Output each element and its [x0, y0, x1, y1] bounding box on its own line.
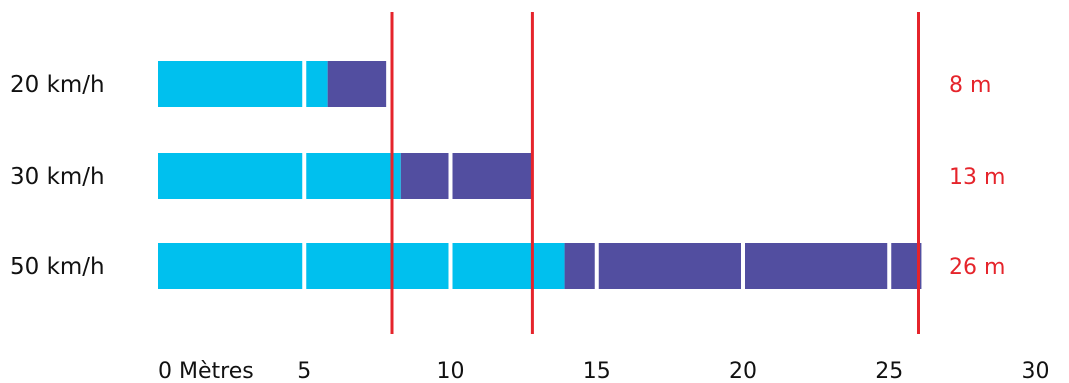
- bar-divider: [302, 243, 307, 289]
- reference-line-2: [530, 12, 534, 334]
- bar-segment-braking-1: [327, 61, 387, 107]
- x-tick-label-20: 20: [729, 359, 757, 383]
- bar-divider: [594, 243, 599, 289]
- bar-divider: [448, 153, 453, 199]
- distance-label-2: 13 m: [949, 165, 1005, 190]
- labels-layer: 20 km/h 8 m 30 km/h 13 m 50 km/h 26 m 0 Mètres…: [10, 72, 1050, 383]
- bar-segment-braking-2: [400, 153, 533, 199]
- distance-label-1: 8 m: [949, 73, 991, 98]
- bar-divider: [741, 243, 745, 289]
- reference-lines-layer: [390, 12, 920, 334]
- x-tick-label-10: 10: [437, 359, 465, 383]
- x-tick-label-0: 0 Mètres: [158, 359, 254, 383]
- row-label-1: 20 km/h: [10, 72, 105, 98]
- bar-divider: [448, 243, 453, 289]
- bar-divider: [887, 243, 892, 289]
- bar-divider: [302, 153, 307, 199]
- bar-divider: [302, 61, 307, 107]
- x-tick-label-25: 25: [875, 359, 903, 383]
- row-label-3: 50 km/h: [10, 254, 105, 280]
- reference-line-3: [917, 12, 920, 334]
- x-tick-label-30: 30: [1022, 359, 1050, 383]
- x-tick-label-5: 5: [297, 359, 311, 383]
- reference-line-1: [390, 12, 394, 334]
- bars-layer: [158, 61, 922, 289]
- bar-segment-reaction-1: [158, 61, 328, 107]
- distance-label-3: 26 m: [949, 255, 1005, 280]
- bar-segment-reaction-3: [158, 243, 565, 289]
- bar-segment-reaction-2: [158, 153, 401, 199]
- x-tick-label-15: 15: [583, 359, 611, 383]
- row-label-2: 30 km/h: [10, 164, 105, 190]
